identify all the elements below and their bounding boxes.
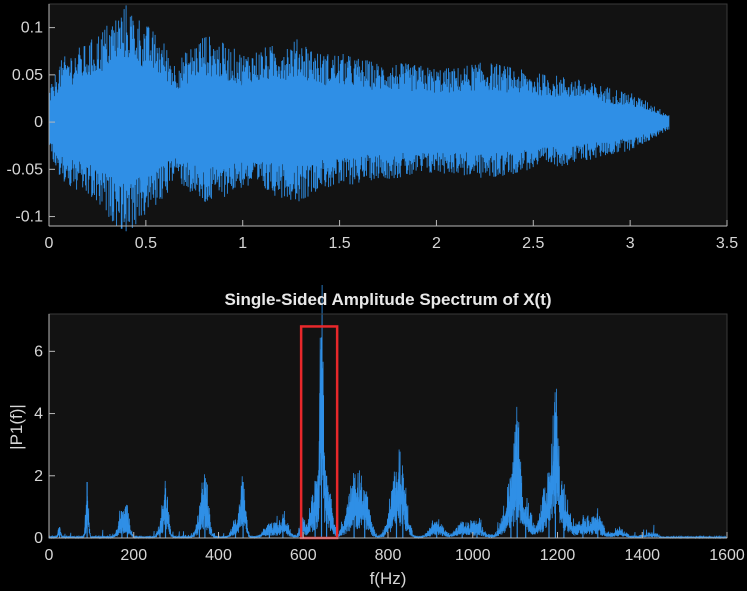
x-tick-label: 1400 [624,547,660,564]
waveform-axes: 0 0.5 1 1.5 2 2.5 3 3.5 -0.1 -0.05 0 0.05 0.1 [7,3,738,252]
spectrum-y-axis-label: |P1(f)| [7,404,26,450]
waveform-y-ticks: -0.1 -0.05 0 0.05 0.1 [7,20,55,226]
y-tick-label: 6 [34,343,43,360]
spectrum-plot-area [49,314,727,538]
x-tick-label: 800 [375,547,402,564]
x-tick-label: 3.5 [716,235,738,252]
x-tick-label: 0 [45,547,54,564]
x-tick-label: 1 [238,235,247,252]
x-tick-label: 3 [626,235,635,252]
waveform-axes-frame [48,3,728,227]
y-tick-label: 2 [34,468,43,485]
x-tick-label: 0 [45,235,54,252]
x-tick-label: 1600 [709,547,745,564]
x-tick-label: 1.5 [328,235,350,252]
x-tick-label: 0.5 [135,235,157,252]
x-tick-label: 2 [432,235,441,252]
x-tick-label: 1000 [455,547,491,564]
spectrum-title: Single-Sided Amplitude Spectrum of X(t) [224,290,551,309]
spectrum-y-ticks: 0 2 4 6 [34,343,55,547]
spectrum-x-ticks: 0 200 400 600 800 1000 1200 1400 1600 [45,532,745,564]
y-tick-label: 0.05 [12,67,43,84]
y-tick-label: 0 [34,530,43,547]
y-tick-label: -0.1 [15,209,43,226]
y-tick-label: 0 [34,114,43,131]
y-tick-label: 0.1 [21,20,43,37]
spectrum-axes: 0 200 400 600 800 1000 1200 1400 1600 0 2 4 6 Singl… [7,284,745,588]
spectrum-x-axis-label: f(Hz) [370,569,407,588]
x-tick-label: 400 [205,547,232,564]
x-tick-label: 200 [120,547,147,564]
x-tick-label: 2.5 [522,235,544,252]
x-tick-label: 1200 [540,547,576,564]
y-tick-label: -0.05 [7,161,44,178]
y-tick-label: 4 [34,406,43,423]
x-tick-label: 600 [290,547,317,564]
waveform-x-ticks: 0 0.5 1 1.5 2 2.5 3 3.5 [45,220,738,252]
spectrum-series [48,284,728,540]
